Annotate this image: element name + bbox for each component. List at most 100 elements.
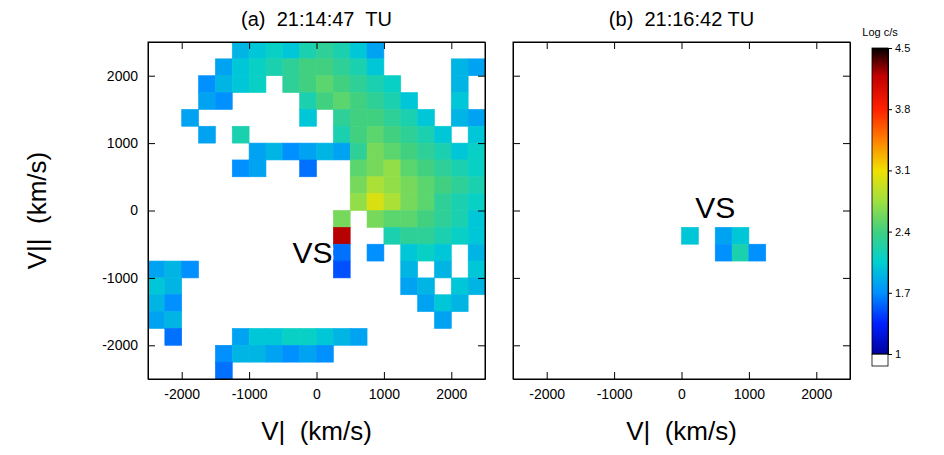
axis-line xyxy=(888,49,889,355)
cell xyxy=(468,227,485,244)
cell xyxy=(300,160,317,177)
tick-label: 0 xyxy=(313,386,321,402)
tick-mark xyxy=(478,211,485,212)
tick-mark xyxy=(749,42,750,49)
colorbar-label: Log c/s xyxy=(862,26,898,38)
cell xyxy=(451,295,468,312)
x-axis-title: V| (km/s) xyxy=(261,416,372,446)
cell xyxy=(401,143,418,160)
tick-mark xyxy=(148,211,155,212)
tick-mark xyxy=(478,278,485,279)
cell xyxy=(434,312,451,329)
tick-mark xyxy=(478,143,485,144)
cell xyxy=(148,312,165,329)
cell xyxy=(682,227,699,244)
cell xyxy=(418,109,435,126)
tick: 1.7 xyxy=(888,287,910,299)
tick-label: -1000 xyxy=(597,386,633,402)
cell xyxy=(215,93,232,110)
tick-mark xyxy=(451,42,452,49)
cell xyxy=(317,76,334,93)
tick-label: 1000 xyxy=(107,135,138,151)
tick-mark xyxy=(513,278,520,279)
tick-mark xyxy=(614,372,615,379)
cell xyxy=(468,177,485,194)
cell xyxy=(367,76,384,93)
tick-mark xyxy=(888,48,892,49)
cell xyxy=(333,244,350,261)
cell xyxy=(451,160,468,177)
cell xyxy=(732,227,749,244)
tick-mark xyxy=(816,372,817,379)
axis-line xyxy=(850,43,851,380)
tick: 0 xyxy=(678,372,686,402)
tick xyxy=(843,211,850,212)
y-axis-right xyxy=(478,43,486,380)
cell xyxy=(215,362,232,379)
tick-mark xyxy=(148,345,155,346)
cell xyxy=(232,345,249,362)
cell xyxy=(232,76,249,93)
tick-label: 1 xyxy=(895,348,901,360)
panel-title: (b) 21:16:42 TU xyxy=(609,8,754,30)
cell xyxy=(384,227,401,244)
cell xyxy=(148,261,165,278)
cell xyxy=(249,42,266,59)
cell xyxy=(367,126,384,143)
tick: 2000 xyxy=(436,372,467,402)
x-axis-top xyxy=(149,42,486,49)
cell xyxy=(266,328,283,345)
cell xyxy=(350,93,367,110)
cell xyxy=(350,59,367,76)
cell xyxy=(434,194,451,211)
cell xyxy=(165,261,182,278)
cell xyxy=(468,211,485,228)
tick-label: 1000 xyxy=(369,386,400,402)
panel-title: (a) 21:14:47 TU xyxy=(241,8,392,30)
cell xyxy=(401,194,418,211)
cell xyxy=(732,244,749,261)
tick xyxy=(384,42,385,49)
tick xyxy=(478,345,485,346)
y-axis: -2000-1000010002000 xyxy=(102,43,155,380)
tick-mark xyxy=(682,372,683,379)
tick xyxy=(513,345,520,346)
tick xyxy=(513,76,520,77)
tick xyxy=(478,76,485,77)
tick-mark xyxy=(317,372,318,379)
cell xyxy=(283,42,300,59)
cell xyxy=(468,160,485,177)
cell xyxy=(434,227,451,244)
cell xyxy=(333,211,350,228)
cell xyxy=(401,126,418,143)
cell xyxy=(434,211,451,228)
tick-mark xyxy=(148,143,155,144)
cell xyxy=(249,345,266,362)
tick xyxy=(513,143,520,144)
cell xyxy=(715,244,732,261)
cell xyxy=(367,177,384,194)
cell xyxy=(468,261,485,278)
cell xyxy=(249,59,266,76)
cell xyxy=(300,76,317,93)
tick-mark xyxy=(182,372,183,379)
cell xyxy=(232,328,249,345)
cell xyxy=(300,345,317,362)
panel: -2000-1000010002000VS(b) 21:16:42 TUV| (… xyxy=(513,8,851,446)
tick: 1 xyxy=(888,348,901,360)
cell xyxy=(384,160,401,177)
colorbar-frame xyxy=(872,48,888,354)
cell xyxy=(300,109,317,126)
tick xyxy=(513,278,520,279)
cell xyxy=(333,227,350,244)
cell xyxy=(317,93,334,110)
cell xyxy=(384,177,401,194)
cell xyxy=(333,126,350,143)
tick-label: 0 xyxy=(678,386,686,402)
cell xyxy=(165,328,182,345)
cell xyxy=(350,328,367,345)
cell xyxy=(350,177,367,194)
cell xyxy=(148,295,165,312)
cell xyxy=(249,328,266,345)
tick: 4.5 xyxy=(888,42,910,54)
